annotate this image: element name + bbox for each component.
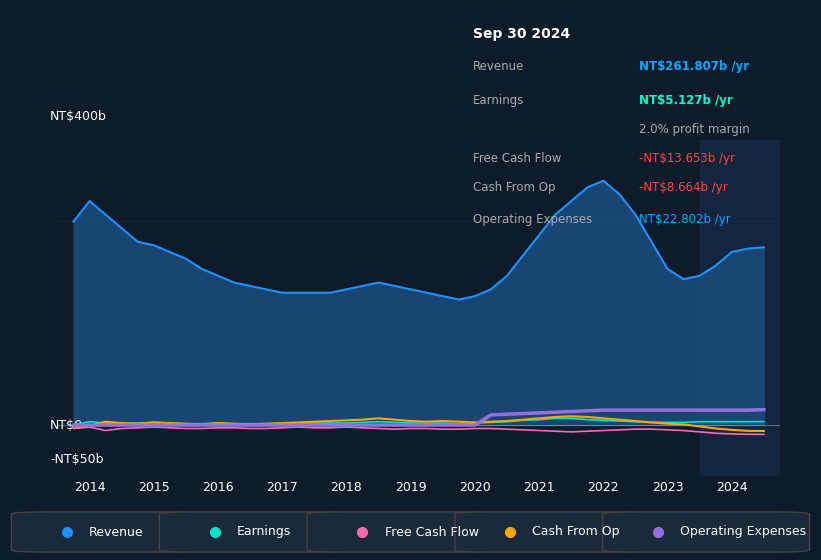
Text: Earnings: Earnings [237,525,291,539]
Text: NT$261.807b /yr: NT$261.807b /yr [640,60,750,73]
Text: Revenue: Revenue [474,60,525,73]
FancyBboxPatch shape [159,512,366,552]
Text: Cash From Op: Cash From Op [533,525,620,539]
Text: -NT$13.653b /yr: -NT$13.653b /yr [640,152,736,165]
Text: NT$5.127b /yr: NT$5.127b /yr [640,94,733,107]
Text: Sep 30 2024: Sep 30 2024 [474,27,571,41]
Bar [699,140,780,476]
Text: -NT$8.664b /yr: -NT$8.664b /yr [640,181,728,194]
Text: NT$400b: NT$400b [50,110,107,123]
Text: Operating Expenses: Operating Expenses [681,525,806,539]
Text: -NT$50b: -NT$50b [50,452,103,465]
Text: NT$0: NT$0 [50,418,84,432]
Text: Free Cash Flow: Free Cash Flow [474,152,562,165]
Text: 2.0% profit margin: 2.0% profit margin [640,123,750,136]
FancyBboxPatch shape [455,512,662,552]
FancyBboxPatch shape [307,512,514,552]
Text: Operating Expenses: Operating Expenses [474,213,593,226]
Text: NT$22.802b /yr: NT$22.802b /yr [640,213,731,226]
FancyBboxPatch shape [11,512,218,552]
Text: Earnings: Earnings [474,94,525,107]
FancyBboxPatch shape [603,512,810,552]
Text: Free Cash Flow: Free Cash Flow [385,525,479,539]
Text: Cash From Op: Cash From Op [474,181,556,194]
Text: Revenue: Revenue [89,525,144,539]
